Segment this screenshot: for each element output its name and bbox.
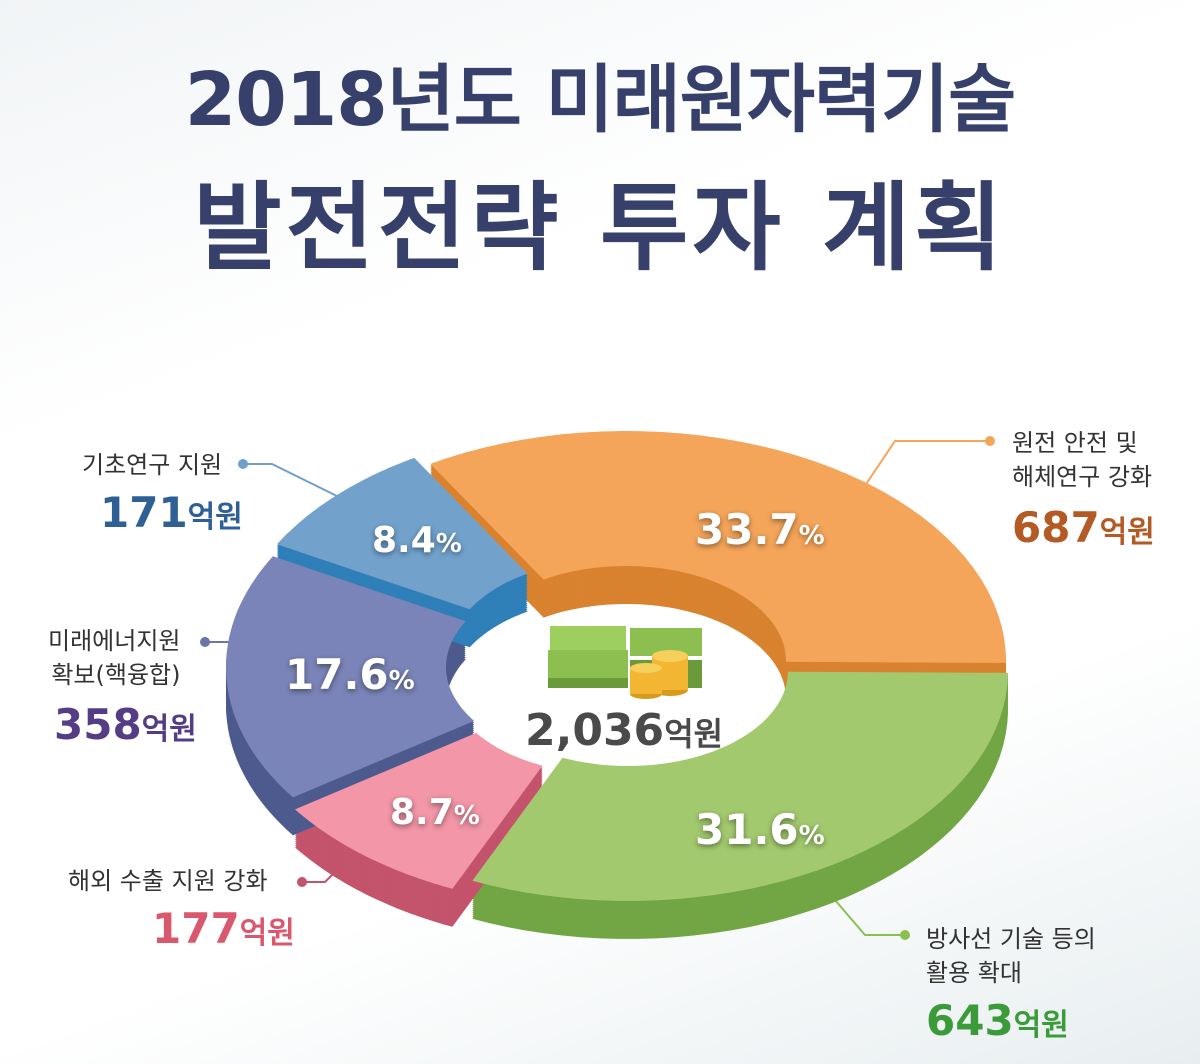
leader-dot-3 <box>200 637 210 647</box>
label-line: 활용 확대 <box>926 959 1022 987</box>
leader-line-1 <box>834 899 905 936</box>
slice-4-percent-value: 8.4 <box>372 520 436 561</box>
amount-value: 643 <box>926 996 1014 1045</box>
amount-value: 171 <box>100 488 188 537</box>
percent-sign: % <box>435 529 462 559</box>
slice-2-label: 해외 수출 지원 강화 <box>68 864 268 898</box>
percent-sign: % <box>798 521 825 551</box>
slice-0-percent-value: 33.7 <box>695 505 799 554</box>
slice-0-percent: 33.7% <box>695 505 825 554</box>
leader-line-4 <box>243 463 346 501</box>
leader-dot-1 <box>900 930 910 940</box>
label-line: 방사선 기술 등의 <box>926 925 1096 953</box>
slice-1 <box>472 671 1008 901</box>
title-line-2: 발전전략 투자 계획 <box>193 172 1007 284</box>
label-line: 해체연구 강화 <box>1012 463 1153 491</box>
percent-sign: % <box>453 801 480 831</box>
amount-unit: 억원 <box>141 712 197 747</box>
slice-1-amount: 643억원 <box>926 998 1069 1049</box>
label-line: 미래에너지원 <box>48 627 181 655</box>
center-total: 2,036억원 <box>525 705 723 756</box>
slice-3 <box>226 556 475 798</box>
amount-value: 177 <box>152 904 240 953</box>
slice-0 <box>430 431 1006 663</box>
amount-unit: 억원 <box>187 500 243 535</box>
slice-2-percent: 8.7% <box>390 792 480 833</box>
slice-2-amount: 177억원 <box>152 906 295 957</box>
label-line: 해외 수출 지원 강화 <box>68 867 268 895</box>
slice-2-percent-value: 8.7 <box>390 792 454 833</box>
leader-dot-4 <box>238 459 248 469</box>
percent-sign: % <box>798 821 825 851</box>
slice-1-percent: 31.6% <box>695 805 825 854</box>
total-value: 2,036 <box>525 705 665 756</box>
total-unit: 억원 <box>664 715 724 753</box>
amount-unit: 억원 <box>1013 1008 1069 1043</box>
amount-unit: 억원 <box>1099 515 1155 550</box>
slice-4-amount: 171억원 <box>100 490 243 541</box>
slice-4-label: 기초연구 지원 <box>82 448 222 482</box>
slice-3-percent-value: 17.6 <box>285 650 389 699</box>
slice-0-amount: 687억원 <box>1012 505 1155 556</box>
slice-4 <box>276 457 528 610</box>
slice-1-percent-value: 31.6 <box>695 805 799 854</box>
amount-value: 687 <box>1012 503 1100 552</box>
label-line: 기초연구 지원 <box>82 451 223 479</box>
slice-4-percent: 8.4% <box>372 520 462 561</box>
slice-2 <box>295 732 543 889</box>
leader-dot-2 <box>297 877 307 887</box>
amount-unit: 억원 <box>239 916 295 951</box>
slice-3-percent: 17.6% <box>285 650 415 699</box>
amount-value: 358 <box>54 700 142 749</box>
percent-sign: % <box>388 666 415 696</box>
label-line: 확보(핵융합) <box>51 661 181 689</box>
slice-3-amount: 358억원 <box>54 702 197 753</box>
leader-dot-0 <box>985 436 995 446</box>
title-line-1: 2018년도 미래원자력기술 <box>184 57 1016 143</box>
label-line: 원전 안전 및 <box>1012 429 1138 457</box>
